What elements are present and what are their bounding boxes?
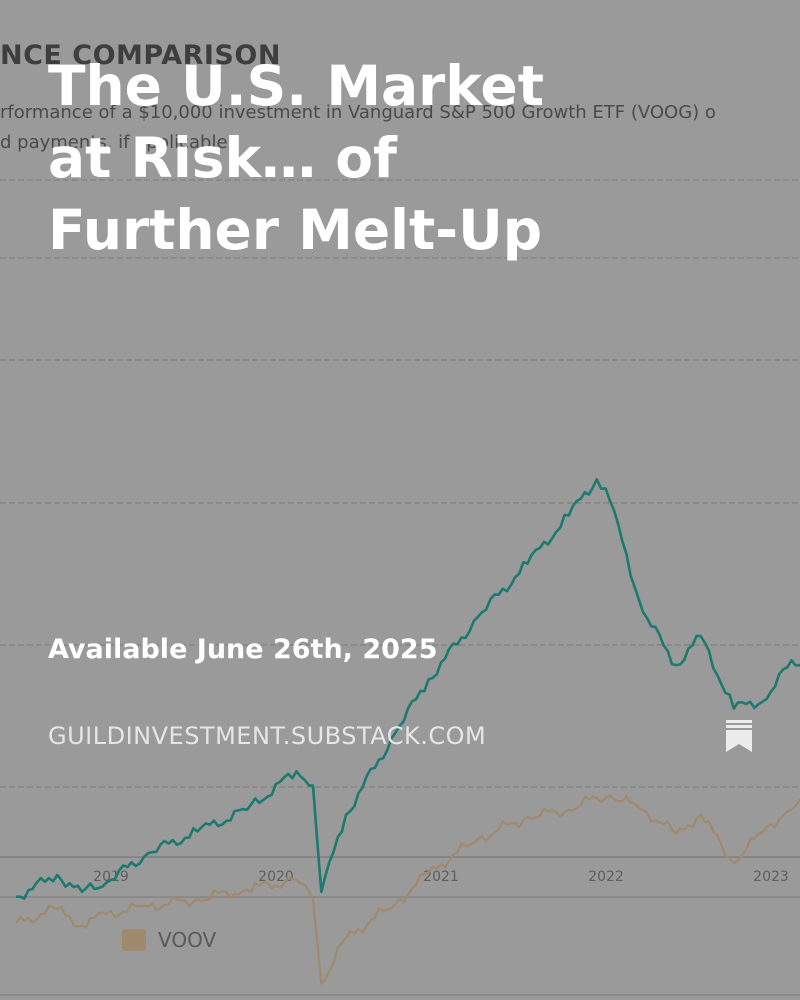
- legend-label-voov: VOOV: [158, 928, 217, 952]
- chart-lines: [15, 477, 800, 985]
- x-tick-label: 2021: [423, 869, 459, 885]
- card-title: The U.S. Market at Risk… of Further Melt…: [48, 54, 544, 262]
- chart-gridlines: [0, 179, 800, 996]
- background-chart-subtitle: rformance of a $10,000 investment in Van…: [0, 98, 800, 158]
- availability-date: Available June 26th, 2025: [48, 634, 438, 665]
- chart-x-ticks: 2019 2020 2021 2022 2023: [93, 869, 789, 885]
- line-series-primary: [16, 477, 800, 900]
- background-chart-legend: VOOV: [122, 928, 216, 952]
- background-subtitle-line-2: d payments, if applicable.: [0, 132, 234, 153]
- publication-domain[interactable]: GUILDINVESTMENT.SUBSTACK.COM: [48, 722, 487, 750]
- background-chart-heading: NCE COMPARISON: [0, 40, 281, 71]
- bookmark-icon[interactable]: [724, 718, 754, 754]
- x-tick-label: 2022: [588, 869, 624, 885]
- legend-swatch-voov: [122, 929, 146, 951]
- background-subtitle-line-1: rformance of a $10,000 investment in Van…: [0, 102, 716, 123]
- x-tick-label: 2019: [93, 869, 129, 885]
- x-tick-label: 2023: [753, 869, 789, 885]
- line-series-voov: [15, 794, 800, 985]
